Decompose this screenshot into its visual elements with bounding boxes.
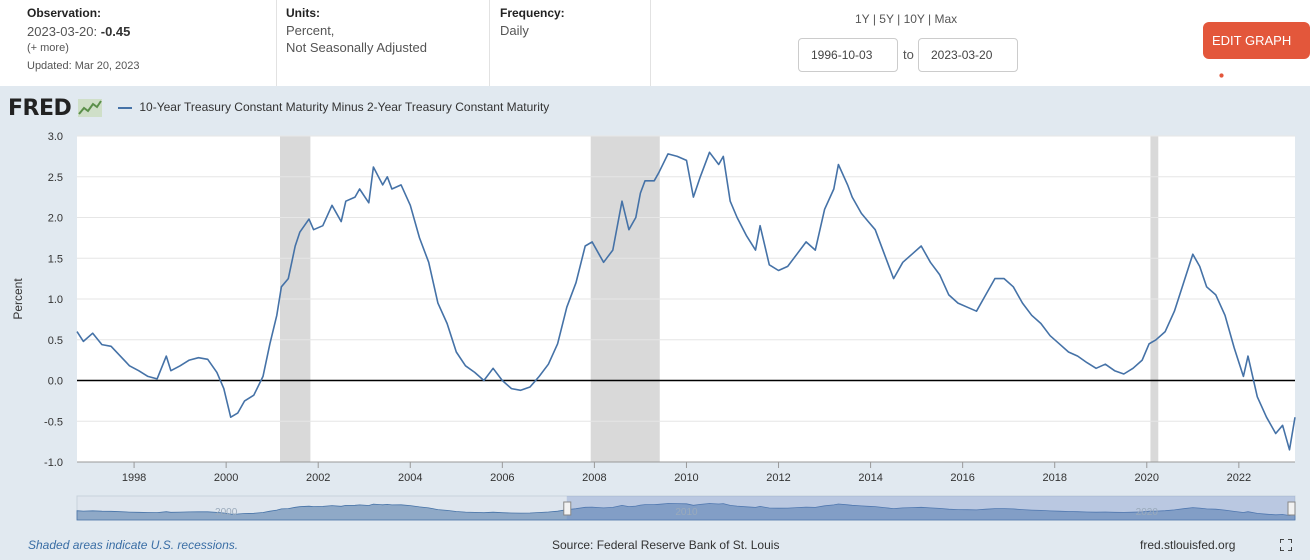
y-tick-label: 3.0 <box>48 131 63 143</box>
range-10y[interactable]: 10Y <box>903 12 925 26</box>
range-sep: | <box>872 12 876 26</box>
site-link[interactable]: fred.stlouisfed.org <box>1140 538 1236 552</box>
x-tick-label: 2004 <box>398 472 422 484</box>
observation-cell: Observation: 2023-03-20: -0.45 (+ more) … <box>0 0 277 86</box>
frequency-value: Daily <box>500 23 529 38</box>
range-selector: 1Y | 5Y | 10Y | Max <box>855 12 957 26</box>
edit-graph-label: EDIT GRAPH <box>1212 33 1292 48</box>
fred-logo-text: FRED <box>8 96 72 121</box>
edit-graph-button[interactable]: EDIT GRAPH <box>1203 22 1310 82</box>
legend-swatch <box>118 106 132 109</box>
x-tick-label: 1998 <box>122 472 146 484</box>
navigator-handle[interactable] <box>1287 501 1296 516</box>
navigator-series <box>76 503 1296 521</box>
units-label: Units: <box>286 6 320 20</box>
date-to-label: to <box>903 47 914 62</box>
more-observations-link[interactable]: (+ more) <box>27 42 69 54</box>
y-tick-label: 2.0 <box>48 213 63 225</box>
source-text: Source: Federal Reserve Bank of St. Loui… <box>552 538 780 552</box>
x-tick-label: 2022 <box>1227 472 1251 484</box>
y-tick-label: -1.0 <box>44 457 63 469</box>
y-tick-label: 1.0 <box>48 294 63 306</box>
observation-value: -0.45 <box>100 24 131 39</box>
range-sep: | <box>928 12 932 26</box>
x-tick-label: 2008 <box>582 472 606 484</box>
units-line2: Not Seasonally Adjusted <box>286 40 427 55</box>
navigator-label: 2010 <box>675 507 698 518</box>
gear-icon <box>1215 59 1228 96</box>
fred-logo[interactable]: FRED <box>8 96 103 121</box>
navigator-label: 2020 <box>1136 507 1159 518</box>
y-axis-label: Percent <box>11 278 25 320</box>
range-max[interactable]: Max <box>934 12 958 26</box>
range-5y[interactable]: 5Y <box>879 12 894 26</box>
observation-date: 2023-03-20: <box>27 24 98 39</box>
range-sep: | <box>897 12 901 26</box>
x-tick-label: 2000 <box>214 472 238 484</box>
y-tick-label: 1.5 <box>48 253 63 265</box>
x-tick-label: 2016 <box>950 472 974 484</box>
x-tick-label: 2012 <box>766 472 790 484</box>
fullscreen-icon[interactable] <box>1280 539 1292 551</box>
fred-logo-chart-icon <box>78 99 103 117</box>
units-line1: Percent, <box>286 23 335 38</box>
x-tick-label: 2006 <box>490 472 514 484</box>
series-legend[interactable]: 10-Year Treasury Constant Maturity Minus… <box>118 100 549 114</box>
series-line[interactable] <box>76 151 1296 451</box>
frequency-cell: Frequency: Daily <box>490 0 651 86</box>
x-tick-label: 2014 <box>858 472 882 484</box>
frequency-label: Frequency: <box>500 6 565 20</box>
y-tick-label: 0.5 <box>48 335 63 347</box>
x-tick-label: 2002 <box>306 472 330 484</box>
series-title: 10-Year Treasury Constant Maturity Minus… <box>139 100 550 114</box>
y-tick-label: 2.5 <box>48 172 63 184</box>
observation-label: Observation: <box>27 6 102 20</box>
range-navigator[interactable]: 2000 2010 2020 <box>0 494 1310 524</box>
recession-note: Shaded areas indicate U.S. recessions. <box>28 538 239 552</box>
navigator-label: 2000 <box>215 507 238 518</box>
y-tick-label: 0.0 <box>48 376 63 388</box>
range-1y[interactable]: 1Y <box>855 12 870 26</box>
info-header: Observation: 2023-03-20: -0.45 (+ more) … <box>0 0 1310 86</box>
x-tick-label: 2010 <box>674 472 698 484</box>
end-date-input[interactable] <box>918 38 1018 72</box>
x-tick-label: 2020 <box>1135 472 1159 484</box>
y-tick-label: -0.5 <box>44 416 63 428</box>
units-cell: Units: Percent, Not Seasonally Adjusted <box>277 0 490 86</box>
navigator-selection[interactable] <box>566 496 1295 520</box>
x-tick-label: 2018 <box>1042 472 1066 484</box>
updated-date: Updated: Mar 20, 2023 <box>27 60 140 72</box>
navigator-handle[interactable] <box>563 501 572 516</box>
start-date-input[interactable] <box>798 38 898 72</box>
